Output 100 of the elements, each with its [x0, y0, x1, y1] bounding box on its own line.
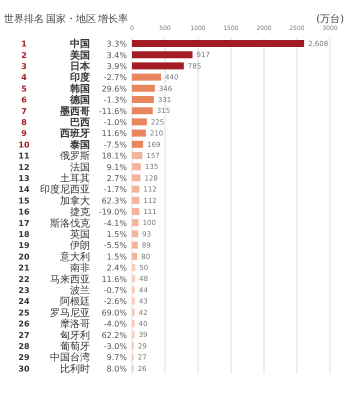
bar [132, 96, 154, 103]
bar [132, 208, 140, 215]
y-tick-label: 中国 [70, 38, 90, 50]
y-tick-label: 伊朗 [70, 240, 90, 252]
bar [132, 264, 136, 271]
x-axis-title: (万台) [316, 12, 344, 26]
text: -2.7% [104, 73, 128, 82]
text: 16 [18, 208, 30, 217]
text: 30 [18, 364, 30, 374]
bar [132, 320, 135, 327]
y-tick-label: 波兰 [70, 284, 90, 296]
y-tick-label: 韩国 [69, 82, 90, 95]
bar [132, 74, 162, 81]
y-tick-label: 巴西 [70, 118, 90, 128]
y-tick-label: 土耳其 [60, 172, 90, 184]
text: 18 [18, 230, 30, 239]
y-tick-label: 泰国 [69, 138, 90, 151]
y-tick-label: 斯洛伐克 [50, 217, 90, 230]
y-tick-label: 意大利 [59, 250, 90, 263]
text: 20 [18, 252, 30, 262]
bar [132, 130, 146, 137]
text: 17 [18, 218, 30, 228]
bar [132, 51, 193, 58]
y-tick-label: 罗马尼亚 [50, 308, 90, 319]
y-tick-label: 法国 [70, 161, 90, 174]
text: 13 [18, 174, 30, 183]
text: 28 [18, 342, 30, 351]
text: 11 [18, 152, 30, 161]
bar [132, 84, 155, 92]
bar [132, 230, 138, 238]
bar [132, 286, 135, 294]
text: 15 [18, 196, 30, 206]
y-tick-label: 西班牙 [59, 128, 90, 140]
text: 3.4% [106, 50, 128, 60]
y-tick-label: 印度 [70, 72, 90, 84]
text: 增长率 [98, 12, 128, 26]
text: 19 [18, 241, 30, 250]
text: 23 [18, 286, 30, 295]
text: 国家・地区 [46, 12, 96, 26]
text: 世界排名 [4, 12, 44, 26]
bar [132, 118, 147, 126]
text: 29.6% [102, 84, 128, 94]
text: 3 [21, 62, 27, 71]
text: 6 [21, 96, 28, 105]
text: -11.6% [98, 106, 128, 116]
bar [132, 308, 135, 316]
bar [132, 40, 304, 47]
text: 14 [18, 185, 30, 194]
text: -1.0% [104, 118, 128, 127]
bar [132, 174, 140, 182]
y-tick-label: 加拿大 [60, 194, 90, 207]
bar [132, 331, 135, 338]
y-tick-label: 阿根廷 [60, 296, 90, 308]
y-tick-label: 日本 [70, 60, 91, 72]
bar [132, 219, 139, 226]
text: -19.0% [98, 208, 128, 217]
text: 22 [18, 274, 30, 284]
y-tick-label: 葡萄牙 [60, 340, 90, 352]
bar [132, 152, 142, 159]
text: 11.6% [102, 129, 128, 138]
y-tick-label: 印度尼西亚 [40, 184, 90, 196]
text: 7 [21, 106, 27, 116]
text: -7.5% [104, 140, 128, 150]
text: -5.5% [104, 241, 128, 250]
text: 8 [21, 118, 28, 127]
text: 8.0% [106, 364, 128, 374]
text: 12 [18, 162, 30, 172]
text: 21 [18, 264, 30, 273]
text: 9 [21, 129, 28, 138]
y-tick-label: 墨西哥 [59, 105, 90, 118]
text: -2.6% [104, 297, 128, 306]
text: 4 [21, 73, 28, 82]
y-tick-label: 摩洛哥 [60, 318, 90, 330]
y-tick-label: 中国台湾 [50, 352, 90, 364]
text: 18.1% [102, 152, 128, 161]
bar [132, 196, 140, 204]
y-tick-label: 马来西亚 [50, 273, 90, 286]
text: 1.5% [106, 230, 128, 239]
y-tick-label: 南非 [70, 262, 90, 274]
y-tick-label: 英国 [70, 228, 90, 240]
y-tick-label: 俄罗斯 [60, 150, 90, 162]
text: 1 [21, 40, 28, 49]
text: -4.1% [104, 218, 128, 228]
text: 2 [21, 50, 27, 60]
y-tick-label: 德国 [69, 94, 90, 106]
y-tick-label: 匈牙利 [60, 329, 90, 342]
text: 2.4% [106, 264, 128, 273]
text: 62.3% [102, 196, 128, 206]
text: 9.1% [106, 162, 128, 172]
text: -1.7% [104, 185, 128, 194]
y-tick-label: 美国 [69, 49, 90, 62]
text: 2.7% [106, 174, 128, 183]
bar [132, 186, 140, 193]
text: 69.0% [102, 308, 128, 318]
text: -3.0% [104, 342, 128, 351]
bar [132, 163, 141, 170]
text: 3.9% [106, 62, 128, 71]
y-tick-label: 捷克 [70, 206, 90, 218]
text: 62.2% [102, 330, 128, 340]
bar [132, 275, 136, 282]
